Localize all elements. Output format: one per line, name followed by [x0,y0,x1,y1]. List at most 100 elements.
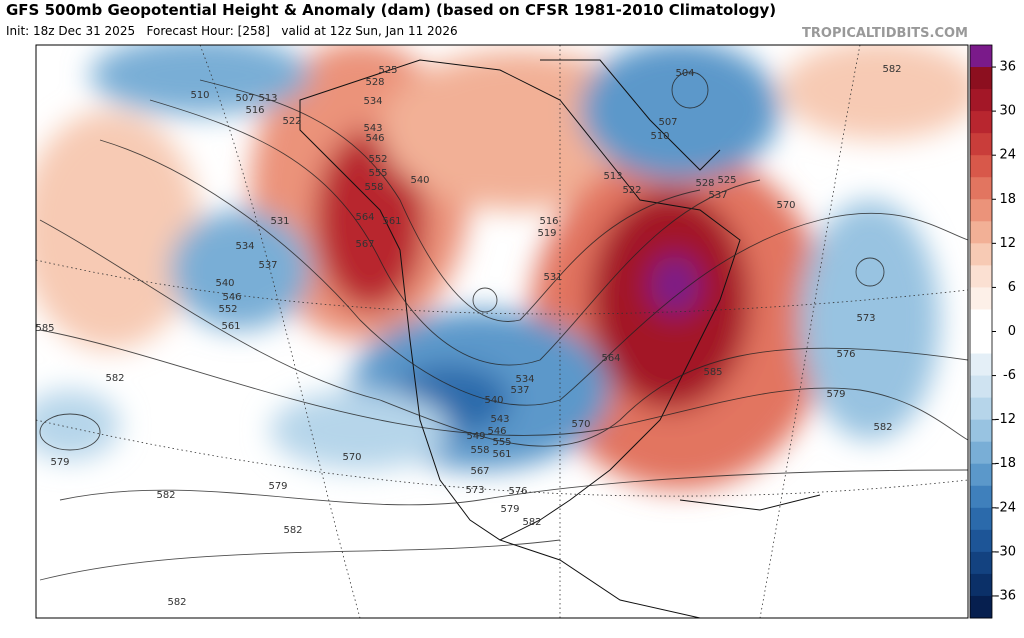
contour-label: 585 [703,367,722,378]
contour-label: 534 [363,96,382,107]
contour-label: 537 [258,260,277,271]
contour-label: 516 [245,105,264,116]
colorbar-band [970,485,992,509]
colorbar-label: -12 [995,412,1016,427]
contour-label: 579 [50,457,69,468]
contour-label: 543 [363,123,382,134]
contour-label: 555 [368,168,387,179]
contour-label: 582 [167,597,186,608]
contour-label: 561 [221,321,240,332]
contour-label: 549 [466,431,485,442]
contour-label: 543 [490,414,509,425]
contour-label: 534 [235,241,254,252]
colorbar-band [970,287,992,310]
subtitle: Init: 18z Dec 31 2025 Forecast Hour: [25… [6,24,458,38]
colorbar-label: 30 [999,104,1016,119]
contour-label: 540 [410,175,429,186]
contour-label: 570 [776,200,795,211]
contour-label: 558 [470,445,489,456]
colorbar-band [970,595,992,619]
colorbar-band [970,243,992,266]
contours [39,71,968,581]
colorbar-label: 6 [1008,280,1016,295]
contour-label: 555 [492,437,511,448]
contour-label: 546 [365,133,384,144]
contour-label: 567 [470,466,489,477]
colorbar-band [970,419,992,443]
colorbar-band [970,111,992,134]
contour-label: 552 [218,304,237,315]
colorbar-band [970,265,992,288]
contour-label: 507 [658,117,677,128]
colorbar-band [970,89,992,112]
contour-label: 540 [215,278,234,289]
colorbar-band [970,67,992,90]
contour-label: 582 [283,525,302,536]
contour-label: 534 [515,374,534,385]
colorbar-label: -24 [995,500,1016,515]
colorbar-band [970,463,992,487]
contour-label: 507 [235,93,254,104]
contour-label: 579 [826,389,845,400]
colorbar-band [970,331,992,355]
contour-label: 525 [378,65,397,76]
contour-label: 510 [650,131,669,142]
anomaly-shading [36,45,968,490]
contour-label: 516 [539,216,558,227]
colorbar-label: -18 [995,456,1016,471]
contour-label: 519 [537,228,556,239]
contour-label: 564 [355,212,374,223]
colorbar-band [970,397,992,421]
contour-label: 528 [365,77,384,88]
contour-label: 561 [492,449,511,460]
colorbar-band [970,309,992,332]
contour-label: 570 [342,452,361,463]
contour-label: 513 [603,171,622,182]
contour-label: 522 [622,185,641,196]
colorbar-band [970,177,992,200]
colorbar-band [970,45,992,68]
contour-label: 513 [258,93,277,104]
colorbar-label: 12 [999,236,1016,251]
contour-label: 570 [571,419,590,430]
contour-label: 576 [508,486,527,497]
colorbar-band [970,133,992,156]
contour-label: 537 [708,190,727,201]
contour-label: 558 [364,182,383,193]
contour-labels: 510 507 5135165225255285345435465525555585… [35,64,901,608]
colorbar-band [970,507,992,531]
contour-label: 573 [465,485,484,496]
contour-label: 561 [382,216,401,227]
contour-label: 585 [35,323,54,334]
contour-label: 537 [510,385,529,396]
contour-label: 564 [601,353,620,364]
contour-label: 582 [156,490,175,501]
contour-label: 579 [500,504,519,515]
credit: TROPICALTIDBITS.COM [802,26,968,41]
colorbar-band [970,199,992,222]
colorbar-label: 24 [999,148,1016,163]
colorbar-label: -36 [995,588,1016,603]
contour-label: 531 [270,216,289,227]
colorbar-band [970,375,992,399]
contour-label: 582 [873,422,892,433]
colorbar-band [970,529,992,553]
contour-label: 522 [282,116,301,127]
contour-label: 582 [522,517,541,528]
colorbar: 36 30 24 18 12 6 0 -6 -12 -18 -24 -30 -36 [969,44,1016,619]
colorbar-label: 18 [999,192,1016,207]
title: GFS 500mb Geopotential Height & Anomaly … [6,1,776,19]
colorbar-band [970,155,992,178]
contour-label: 552 [368,154,387,165]
colorbar-band [970,221,992,244]
contour-label: 525 [717,175,736,186]
colorbar-band [970,353,992,377]
contour-label: 567 [355,239,374,250]
contour-label: 504 [675,68,694,79]
contour-label: 546 [222,292,241,303]
contour-label: 546 [487,426,506,437]
contour-label: 582 [882,64,901,75]
colorbar-band [970,551,992,575]
contour-label: 573 [856,313,875,324]
colorbar-band [970,573,992,597]
